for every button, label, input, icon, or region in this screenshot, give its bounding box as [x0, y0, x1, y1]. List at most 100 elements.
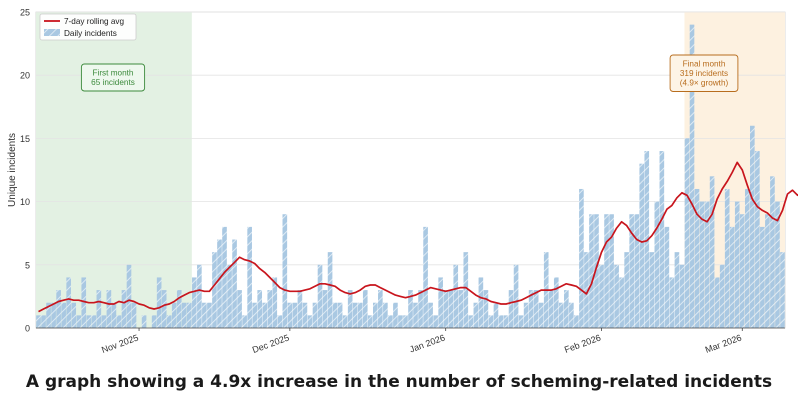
daily-incident-bar: [262, 302, 268, 328]
daily-incident-bar: [448, 290, 454, 328]
x-tick-label: Dec 2025: [251, 332, 291, 355]
daily-incident-bar: [207, 302, 212, 328]
daily-incident-bar: [111, 302, 117, 328]
daily-incident-bar: [609, 214, 614, 328]
daily-incident-bar: [729, 226, 735, 328]
daily-incident-bar: [388, 315, 393, 328]
legend-label-rolling: 7-day rolling avg: [64, 17, 125, 26]
daily-incident-bar: [498, 315, 504, 328]
daily-incident-bar: [66, 277, 71, 328]
daily-incident-bar: [202, 302, 207, 328]
daily-incident-bar: [398, 315, 403, 328]
y-tick-label: 0: [25, 324, 30, 334]
daily-incident-bar: [86, 315, 92, 328]
daily-incident-bar: [664, 226, 670, 328]
daily-incident-bar: [750, 125, 755, 328]
daily-incident-bar: [644, 151, 650, 328]
x-tick-label: Jan 2026: [408, 332, 446, 354]
daily-incident-bar: [574, 315, 579, 328]
daily-incident-bar: [232, 239, 237, 328]
daily-incident-bar: [503, 315, 509, 328]
daily-incident-bar: [36, 315, 41, 328]
daily-incident-bar: [453, 264, 459, 328]
daily-incident-bar: [126, 264, 132, 328]
daily-incident-bar: [352, 302, 358, 328]
daily-incident-bar: [292, 302, 298, 328]
daily-incident-bar: [322, 290, 328, 328]
daily-incident-bar: [176, 290, 182, 328]
first-month-annotation-text: 65 incidents: [91, 78, 135, 87]
daily-incident-bar: [760, 226, 765, 328]
daily-incident-bar: [197, 264, 202, 328]
legend-label-daily: Daily incidents: [64, 29, 117, 38]
daily-incident-bar: [579, 188, 584, 328]
daily-incident-bar: [438, 277, 443, 328]
final-month-annotation-text: Final month: [683, 60, 726, 69]
daily-incident-bar: [458, 290, 464, 328]
daily-incident-bar: [81, 277, 87, 328]
daily-incident-bar: [332, 302, 338, 328]
daily-incident-bar: [121, 290, 127, 328]
daily-incident-bar: [181, 302, 187, 328]
daily-incident-bar: [493, 302, 499, 328]
final-month-annotation-text: 319 incidents: [680, 69, 728, 78]
daily-incident-bar: [739, 214, 745, 328]
daily-incident-bar: [307, 315, 313, 328]
daily-incident-bar: [242, 315, 247, 328]
daily-incident-bar: [61, 302, 66, 328]
daily-incident-bar: [378, 290, 383, 328]
daily-incident-bar: [141, 315, 147, 328]
daily-incident-bar: [719, 264, 725, 328]
x-tick-label: Nov 2025: [100, 332, 140, 355]
daily-incident-bar: [634, 214, 640, 328]
daily-incident-bar: [619, 277, 624, 328]
daily-incident-bar: [413, 302, 418, 328]
daily-incident-bar: [222, 226, 227, 328]
daily-incident-bar: [744, 188, 750, 328]
daily-incident-bar: [116, 315, 122, 328]
daily-incident-bar: [408, 290, 413, 328]
daily-incident-bar: [724, 188, 730, 328]
daily-incident-bar: [302, 302, 308, 328]
daily-incident-bar: [674, 252, 680, 328]
daily-incident-bar: [689, 24, 695, 328]
daily-incident-bar: [217, 239, 222, 328]
y-tick-label: 25: [20, 8, 30, 18]
daily-incident-bar: [659, 151, 665, 328]
daily-incident-bar: [337, 302, 343, 328]
daily-incident-bar: [508, 290, 514, 328]
daily-incident-bar: [483, 290, 489, 328]
daily-incident-bar: [317, 264, 323, 328]
daily-incident-bar: [775, 201, 780, 328]
daily-incident-bar: [393, 302, 398, 328]
x-tick-label: Mar 2026: [704, 332, 743, 354]
daily-incident-bar: [227, 264, 232, 328]
daily-incident-bar: [478, 277, 484, 328]
daily-incident-bar: [418, 290, 423, 328]
daily-incident-bar: [428, 302, 433, 328]
daily-incident-bar: [755, 151, 760, 328]
daily-incident-bar: [171, 302, 177, 328]
daily-incident-bar: [734, 201, 740, 328]
daily-incident-bar: [257, 290, 263, 328]
daily-incident-bar: [433, 315, 438, 328]
rolling-avg-line: [38, 161, 798, 313]
daily-incident-bar: [212, 252, 217, 328]
daily-incident-bar: [528, 290, 534, 328]
incident-chart: 0 5 10 15 20 25 Nov 2025 Dec 2025 Jan 2026 Feb 20…: [7, 8, 798, 355]
daily-incident-bar: [533, 290, 539, 328]
daily-incident-bar: [187, 302, 192, 328]
daily-incident-bar: [538, 302, 544, 328]
daily-incident-bar: [403, 315, 408, 328]
daily-incident-bar: [654, 201, 660, 328]
first-month-annotation-box: [80, 63, 146, 92]
daily-incident-bar: [367, 315, 373, 328]
daily-incident-bar: [513, 264, 519, 328]
daily-incident-bar: [362, 290, 368, 328]
daily-incident-bar: [714, 277, 720, 328]
daily-incident-bar: [91, 315, 97, 328]
daily-incident-bar: [558, 302, 564, 328]
daily-incident-bar: [604, 214, 609, 328]
daily-incident-bar: [780, 252, 785, 328]
daily-incident-bar: [247, 226, 252, 328]
